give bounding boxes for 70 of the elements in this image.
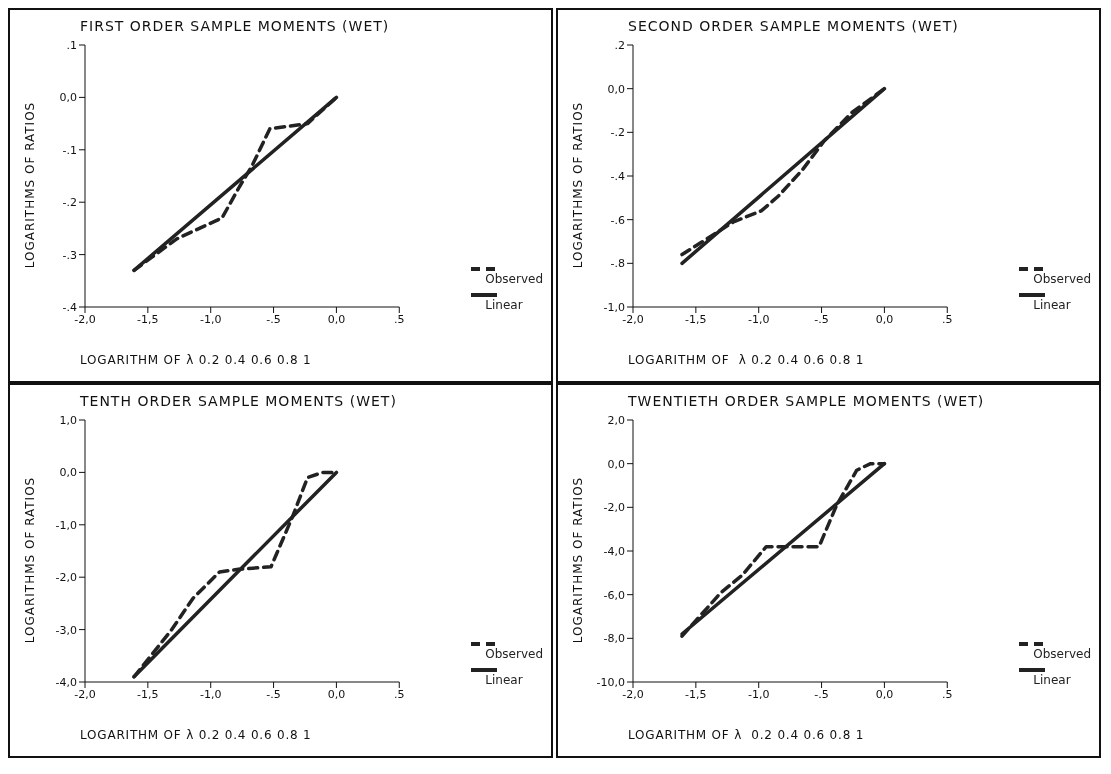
x-tick-label: 0,0 <box>327 687 346 701</box>
y-tick-label: -.1 <box>62 143 77 157</box>
y-tick-label: -2,0 <box>55 571 77 585</box>
y-tick-label: 2,0 <box>607 413 625 427</box>
x-tick-label: -.5 <box>266 687 281 701</box>
x-tick-label: .5 <box>394 312 405 326</box>
x-tick-label: -1,0 <box>747 312 770 326</box>
legend-label: Linear <box>485 673 524 687</box>
legend-label: Linear <box>485 298 524 312</box>
chart-title: SECOND ORDER SAMPLE MOMENTS (WET) <box>628 18 959 34</box>
x-axis-title: LOGARITHM OF λ 0.2 0.4 0.6 0.8 1 <box>628 353 865 367</box>
y-tick-label: -8,0 <box>603 632 625 646</box>
y-tick-label: .1 <box>66 38 77 52</box>
x-tick-label: -1,0 <box>199 312 222 326</box>
legend-label: Observed <box>1033 647 1091 661</box>
x-tick-label: -1,5 <box>685 312 707 326</box>
x-tick-label: .5 <box>942 687 953 701</box>
y-tick-label: 1,0 <box>59 413 77 427</box>
x-axis-title: LOGARITHM OF λ 0.2 0.4 0.6 0.8 1 <box>628 728 865 742</box>
y-tick-label: -4,0 <box>55 675 77 689</box>
y-axis-title: LOGARITHMS OF RATIOS <box>571 476 585 644</box>
x-tick-label: 0,0 <box>875 687 894 701</box>
x-tick-label: -.5 <box>814 687 829 701</box>
y-tick-label: -.2 <box>62 196 77 210</box>
x-tick-label: -1,5 <box>685 687 707 701</box>
x-tick-label: -2,0 <box>622 687 644 701</box>
x-tick-label: -1,5 <box>137 312 159 326</box>
x-tick-label: -.5 <box>814 312 829 326</box>
y-tick-label: 0,0 <box>607 457 625 471</box>
y-tick-label: 0,0 <box>59 466 77 480</box>
x-tick-label: -1,5 <box>137 687 159 701</box>
y-tick-label: -6,0 <box>603 588 625 602</box>
x-tick-label: -1,0 <box>199 687 222 701</box>
legend-label: Observed <box>485 647 543 661</box>
y-tick-label: -4,0 <box>603 544 625 558</box>
y-tick-label: 0,0 <box>607 82 625 96</box>
x-tick-label: 0,0 <box>327 312 346 326</box>
y-tick-label: -2,0 <box>603 501 625 515</box>
y-tick-label: -.3 <box>62 248 77 262</box>
legend-label: Observed <box>485 272 543 286</box>
y-tick-label: -10,0 <box>596 675 625 689</box>
x-axis-title: LOGARITHM OF λ 0.2 0.4 0.6 0.8 1 <box>80 728 312 742</box>
y-tick-label: -.2 <box>610 126 625 140</box>
y-tick-label: -.8 <box>610 257 625 271</box>
y-tick-label: -1,0 <box>55 518 77 532</box>
y-tick-label: -.6 <box>610 213 625 227</box>
x-tick-label: .5 <box>942 312 953 326</box>
y-axis-title: LOGARITHMS OF RATIOS <box>23 101 37 269</box>
x-tick-label: .5 <box>394 687 405 701</box>
y-tick-label: 0,0 <box>59 91 77 105</box>
y-tick-label: -3,0 <box>55 623 77 637</box>
y-tick-label: .2 <box>614 38 625 52</box>
x-axis-title: LOGARITHM OF λ 0.2 0.4 0.6 0.8 1 <box>80 353 312 367</box>
x-tick-label: -2,0 <box>74 312 96 326</box>
chart-title: TWENTIETH ORDER SAMPLE MOMENTS (WET) <box>628 393 985 409</box>
chart-title: TENTH ORDER SAMPLE MOMENTS (WET) <box>80 393 397 409</box>
x-tick-label: -2,0 <box>622 312 644 326</box>
y-tick-label: -.4 <box>62 300 77 314</box>
y-tick-label: -.4 <box>610 169 625 183</box>
legend-label: Linear <box>1033 673 1072 687</box>
x-tick-label: -2,0 <box>74 687 96 701</box>
x-tick-label: 0,0 <box>875 312 894 326</box>
legend-label: Linear <box>1033 298 1072 312</box>
y-tick-label: -1,0 <box>603 300 625 314</box>
x-tick-label: -1,0 <box>747 687 770 701</box>
y-axis-title: LOGARITHMS OF RATIOS <box>571 101 585 269</box>
y-axis-title: LOGARITHMS OF RATIOS <box>23 476 37 644</box>
chart-title: FIRST ORDER SAMPLE MOMENTS (WET) <box>80 18 390 34</box>
x-tick-label: -.5 <box>266 312 281 326</box>
legend-label: Observed <box>1033 272 1091 286</box>
